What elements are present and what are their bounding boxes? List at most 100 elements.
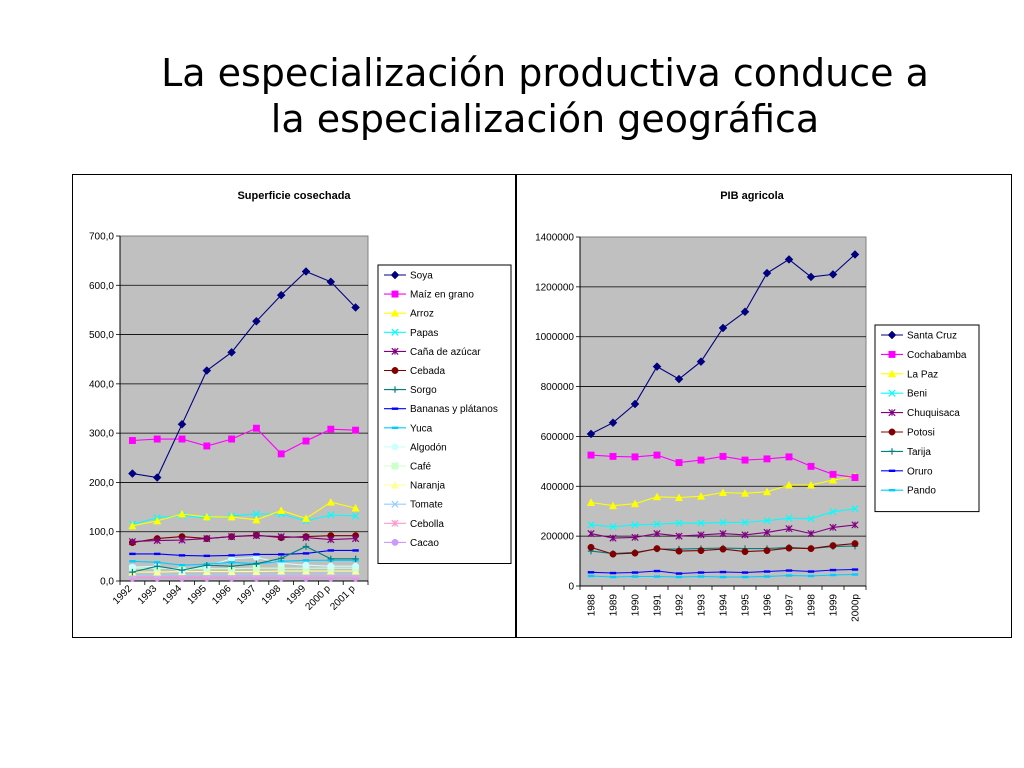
superficie-data-point <box>128 469 137 478</box>
pib-data-point <box>785 569 793 572</box>
superficie-data-point <box>227 533 236 541</box>
pib-data-point <box>631 549 639 557</box>
pib-data-point <box>719 545 727 553</box>
pib-data-point <box>719 530 727 538</box>
pib-data-point <box>763 517 771 525</box>
superficie-series-naranja <box>128 566 360 576</box>
superficie-legend-label-bananas-y-platanos: Bananas y plátanos <box>410 404 498 415</box>
superficie-data-point <box>352 555 359 563</box>
pib-data-point <box>806 272 816 282</box>
pib-data-point <box>609 550 617 558</box>
superficie-legend-swatch-marker <box>391 347 399 356</box>
superficie-data-point <box>326 277 336 287</box>
superficie-data-point <box>153 516 162 525</box>
superficie-series-line <box>132 549 356 557</box>
pib-y-tick-label: 1000000 <box>535 332 574 343</box>
pib-data-point <box>741 456 749 464</box>
pib-data-point <box>609 571 617 575</box>
superficie-data-point <box>327 425 335 433</box>
pib-x-tick-label: 1990 <box>631 594 642 617</box>
pib-data-point <box>586 429 596 439</box>
pib-data-point <box>829 508 837 516</box>
pib-data-point <box>609 523 617 531</box>
pib-x-tick-label: 1992 <box>675 594 686 617</box>
pib-y-tick-label: 0 <box>568 582 574 593</box>
pib-legend-swatch-marker <box>888 448 896 455</box>
superficie-data-point <box>302 437 310 445</box>
superficie-y-tick-label: 300,0 <box>89 429 114 440</box>
pib-data-point <box>763 528 771 537</box>
pib-data-point <box>631 575 639 578</box>
superficie-x-tick-label: 1992 <box>111 583 135 607</box>
superficie-data-point <box>178 554 186 557</box>
pib-data-point <box>851 568 859 571</box>
superficie-data-point <box>278 555 285 562</box>
superficie-legend-label-cacao: Cacao <box>410 538 439 549</box>
superficie-data-point <box>154 563 161 570</box>
superficie-data-point <box>203 562 210 569</box>
superficie-legend-swatch-marker <box>391 290 399 298</box>
pib-y-tick-label: 600000 <box>541 432 575 443</box>
pib-title: PIB agricola <box>720 190 784 202</box>
pib-x-tick-label: 1995 <box>741 594 752 617</box>
superficie-y-tick-label: 400,0 <box>89 379 114 390</box>
superficie-legend-swatch-marker <box>391 443 399 451</box>
superficie-x-tick-label: 1993 <box>136 583 160 607</box>
superficie-legend-label-cana-de-azucar: Caña de azúcar <box>410 347 481 358</box>
superficie-series-soya <box>128 267 360 482</box>
superficie-series-line <box>132 501 356 527</box>
superficie-legend-swatch-marker <box>391 462 399 470</box>
pib-data-point <box>675 519 683 527</box>
superficie-series-cana-de-azucar <box>128 532 360 546</box>
pib-data-point <box>674 374 684 384</box>
superficie-legend-label-naranja: Naranja <box>410 481 445 492</box>
pib-series-beni <box>587 505 859 531</box>
pib-y-tick-label: 400000 <box>541 482 575 493</box>
superficie-legend-swatch-marker <box>390 308 400 317</box>
pib-data-point <box>697 575 705 578</box>
chart-superficie-cosechada: Superficie cosechada 0,0 100,0 200,0 300,0 40… <box>72 174 516 638</box>
superficie-data-point <box>153 435 161 443</box>
superficie-data-point <box>302 559 310 562</box>
chart-pib-agricola: PIB agricola 0 200000 400000 600000 800000 100… <box>516 174 1012 638</box>
superficie-legend-swatch-marker <box>391 426 399 429</box>
pib-plot-area <box>579 236 867 587</box>
superficie-data-point <box>203 534 211 543</box>
pib-y-tick-label: 1400000 <box>535 233 574 244</box>
pib-data-point <box>741 575 749 579</box>
pib-data-point <box>740 307 750 317</box>
superficie-data-point <box>153 567 162 576</box>
pib-data-point <box>762 268 772 278</box>
superficie-series-maiz-en-grano <box>128 424 360 458</box>
pib-data-point <box>697 531 705 539</box>
pib-data-point <box>630 499 640 508</box>
superficie-y-tick-label: 200,0 <box>89 478 114 489</box>
pib-legend-label-cochabamba: Cochabamba <box>907 350 967 361</box>
pib-x-tick-label: 1994 <box>719 594 730 617</box>
pib-data-point <box>851 540 859 548</box>
superficie-series-line <box>132 545 356 573</box>
pib-data-point <box>587 571 595 574</box>
pib-series-oruro <box>587 568 859 575</box>
superficie-legend-swatch-marker <box>391 500 399 508</box>
pib-legend-swatch-marker <box>888 350 896 358</box>
superficie-legend-swatch-marker <box>391 386 399 393</box>
superficie-data-point <box>352 426 360 434</box>
pib-data-point <box>630 399 640 409</box>
superficie-data-point <box>327 549 334 552</box>
superficie-data-point <box>228 561 235 564</box>
superficie-legend-label-tomate: Tomate <box>410 500 443 511</box>
pib-data-point <box>653 451 661 459</box>
slide-title-line-2: la especialización geográfica <box>270 97 820 141</box>
pib-x-tick-label: 2000p <box>851 594 862 622</box>
superficie-data-point <box>252 532 261 540</box>
pib-series-chuquisaca <box>587 521 859 542</box>
superficie-data-point <box>228 563 235 570</box>
pib-data-point <box>697 519 705 527</box>
pib-data-point <box>719 518 727 527</box>
superficie-data-point <box>301 514 311 522</box>
pib-data-point <box>631 521 639 529</box>
pib-legend-label-la-paz: La Paz <box>907 369 938 380</box>
slide-title-line-1: La especialización productiva conduce a <box>161 51 929 95</box>
superficie-data-point <box>227 512 236 521</box>
